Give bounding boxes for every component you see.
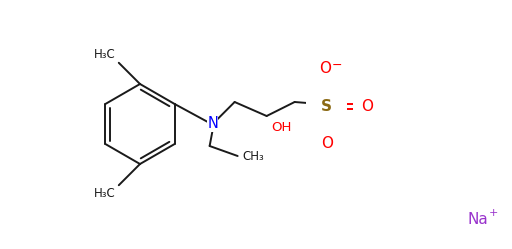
Text: O: O [318, 61, 331, 76]
Text: O: O [321, 136, 333, 151]
Text: N: N [207, 117, 218, 131]
Text: H₃C: H₃C [94, 48, 116, 61]
Text: S: S [321, 99, 332, 114]
Text: OH: OH [272, 121, 292, 134]
Text: O: O [360, 99, 373, 114]
Text: +: + [488, 208, 498, 218]
Text: H₃C: H₃C [94, 187, 116, 200]
Text: −: − [332, 59, 342, 72]
Text: CH₃: CH₃ [243, 150, 264, 164]
Text: Na: Na [467, 211, 488, 227]
